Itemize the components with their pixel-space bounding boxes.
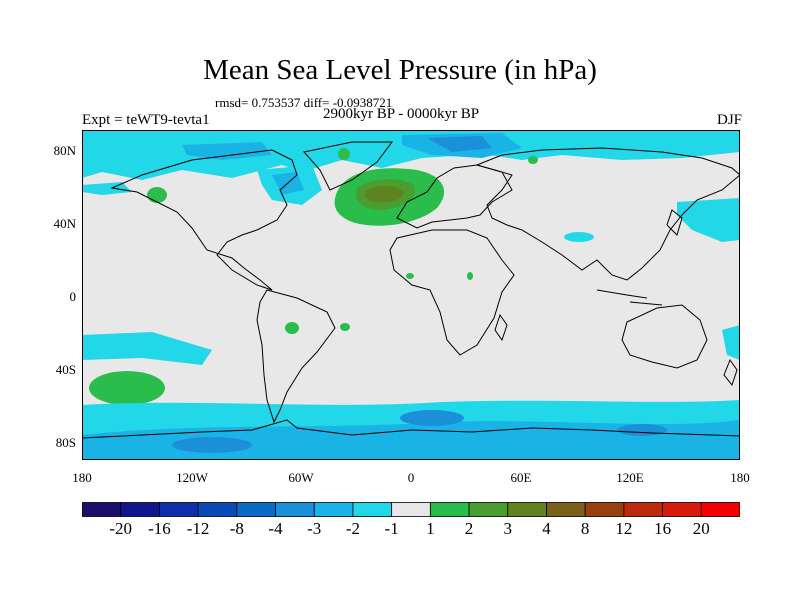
- colorbar-swatch: [197, 502, 238, 517]
- colorbar-swatch: [700, 502, 740, 517]
- colorbar-label: 20: [692, 519, 710, 538]
- colorbar-label: -16: [148, 519, 171, 538]
- lon-label-60w: 60W: [288, 470, 314, 485]
- colorbar-label: -12: [186, 519, 210, 538]
- colorbar-label: -4: [268, 519, 283, 538]
- colorbar-swatch: [82, 502, 122, 517]
- lon-label-120w: 120W: [176, 470, 208, 485]
- colorbar-label: 3: [503, 519, 513, 538]
- colorbar-swatch: [584, 502, 625, 517]
- colorbar-label: 12: [615, 519, 633, 538]
- colorbar-label: 2: [464, 519, 474, 538]
- colorbar-label: -1: [384, 519, 399, 538]
- coastlines: [82, 141, 740, 439]
- colorbar-label: -3: [307, 519, 322, 538]
- colorbar-swatch: [468, 502, 509, 517]
- colorbar-label: -2: [345, 519, 361, 538]
- colorbar-swatch: [507, 502, 547, 517]
- season-label: DJF: [716, 112, 742, 128]
- lon-label-60e: 60E: [510, 470, 532, 485]
- colorbar: [82, 502, 740, 517]
- colorbar-swatch: [236, 502, 276, 517]
- world-map: [82, 130, 740, 460]
- colorbar-label: 1: [426, 519, 435, 538]
- colorbar-label: 4: [542, 519, 551, 538]
- colorbar-swatch: [546, 502, 586, 517]
- lat-label-40s: 40S: [55, 362, 76, 377]
- lon-label-180w: 180: [72, 470, 92, 485]
- map-frame: [82, 130, 740, 460]
- colorbar-swatch: [313, 502, 354, 517]
- colorbar-label: 8: [580, 519, 590, 538]
- colorbar-label: -20: [109, 519, 133, 538]
- colorbar-swatch: [623, 502, 663, 517]
- lat-label-80n: 80N: [53, 143, 76, 158]
- colorbar-swatch: [662, 502, 702, 517]
- colorbar-swatch: [391, 502, 431, 517]
- lon-label-180e: 180: [730, 470, 750, 485]
- rmsd-diff-stats: rmsd= 0.753537 diff= -0.0938721: [215, 95, 393, 110]
- lon-label-120e: 120E: [616, 470, 644, 485]
- lat-label-0: 0: [69, 289, 77, 304]
- map-title: Mean Sea Level Pressure (in hPa): [203, 54, 597, 86]
- lat-label-80s: 80S: [55, 435, 76, 450]
- colorbar-swatch: [352, 502, 393, 517]
- colorbar-label: -8: [229, 519, 244, 538]
- colorbar-swatch: [429, 502, 470, 517]
- colorbar-label: 16: [654, 519, 672, 538]
- lon-label-0: 0: [407, 470, 415, 485]
- colorbar-swatch: [159, 502, 199, 517]
- period-subtitle: 2900kyr BP - 0000kyr BP: [323, 106, 480, 122]
- colorbar-swatch: [275, 502, 315, 517]
- colorbar-swatch: [120, 502, 160, 517]
- experiment-label: Expt = teWT9-tevta1: [82, 112, 210, 128]
- lat-label-40n: 40N: [53, 216, 76, 231]
